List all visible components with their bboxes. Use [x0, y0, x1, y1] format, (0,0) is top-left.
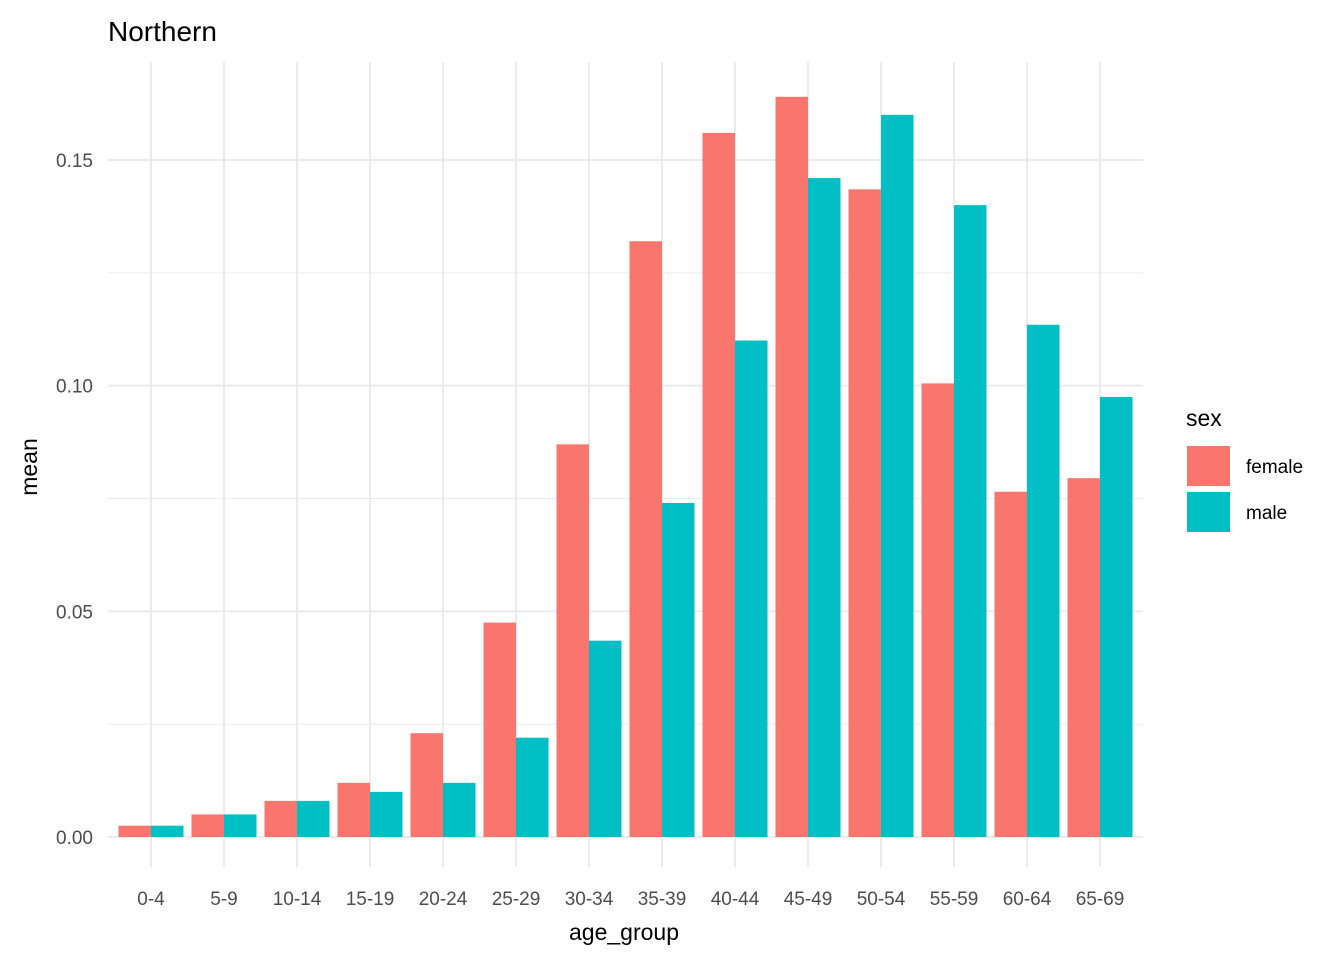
- legend-key-male: [1187, 492, 1230, 532]
- bar-male: [516, 737, 549, 837]
- x-tick-label: 65-69: [1076, 889, 1125, 910]
- bar-male: [297, 800, 330, 837]
- legend-label-female: female: [1246, 457, 1303, 478]
- bar-female: [264, 800, 297, 837]
- y-tick-label: 0.05: [56, 602, 93, 623]
- x-tick-label: 5-9: [210, 889, 237, 910]
- bar-male: [370, 791, 403, 837]
- bar-male: [589, 640, 622, 837]
- legend: sex female male: [1186, 405, 1303, 532]
- bar-female: [191, 814, 224, 837]
- bar-female: [483, 622, 516, 837]
- y-tick-label: 0.15: [56, 151, 93, 172]
- x-axis-title: age_group: [569, 919, 679, 945]
- bar-female: [848, 189, 881, 837]
- x-tick-label: 50-54: [857, 889, 906, 910]
- x-tick-label: 35-39: [638, 889, 687, 910]
- bar-male: [954, 205, 987, 838]
- x-tick-label: 45-49: [784, 889, 833, 910]
- x-tick-label: 25-29: [492, 889, 541, 910]
- grid-layer: [108, 62, 1143, 867]
- x-tick-label: 60-64: [1003, 889, 1052, 910]
- bar-female: [337, 782, 370, 837]
- legend-label-male: male: [1246, 503, 1287, 524]
- bar-male: [735, 340, 768, 837]
- bar-female: [921, 383, 954, 837]
- bar-female: [775, 96, 808, 837]
- chart-title: Northern: [108, 16, 217, 47]
- bar-female: [1067, 478, 1100, 837]
- bar-female: [702, 132, 735, 838]
- x-tick-label: 55-59: [930, 889, 979, 910]
- x-tick-label: 10-14: [273, 889, 322, 910]
- bar-male: [224, 814, 257, 837]
- x-tick-label: 15-19: [346, 889, 395, 910]
- bar-female: [118, 825, 151, 837]
- bar-male: [662, 503, 695, 837]
- bar-male: [808, 178, 841, 837]
- bar-male: [881, 114, 914, 837]
- bar-female: [556, 444, 589, 837]
- x-tick-label: 40-44: [711, 889, 760, 910]
- y-tick-label: 0.10: [56, 377, 93, 398]
- x-tick-label: 0-4: [137, 889, 165, 910]
- bar-male: [443, 782, 476, 837]
- bar-male: [1027, 324, 1060, 837]
- legend-key-female: [1187, 446, 1230, 486]
- bar-female: [629, 241, 662, 838]
- axis-layer: 0.00 0.05 0.10 0.15 0-4 5-9 10-14 15-19 20-24 25-…: [56, 151, 1124, 910]
- bars-layer: [118, 96, 1133, 838]
- bar-male: [1100, 396, 1133, 837]
- y-tick-label: 0.00: [56, 828, 93, 849]
- y-axis-title: mean: [16, 438, 42, 496]
- legend-title: sex: [1186, 405, 1222, 431]
- x-tick-label: 20-24: [419, 889, 468, 910]
- bar-female: [994, 491, 1027, 837]
- x-tick-label: 30-34: [565, 889, 614, 910]
- bar-female: [410, 733, 443, 837]
- bar-male: [151, 825, 184, 837]
